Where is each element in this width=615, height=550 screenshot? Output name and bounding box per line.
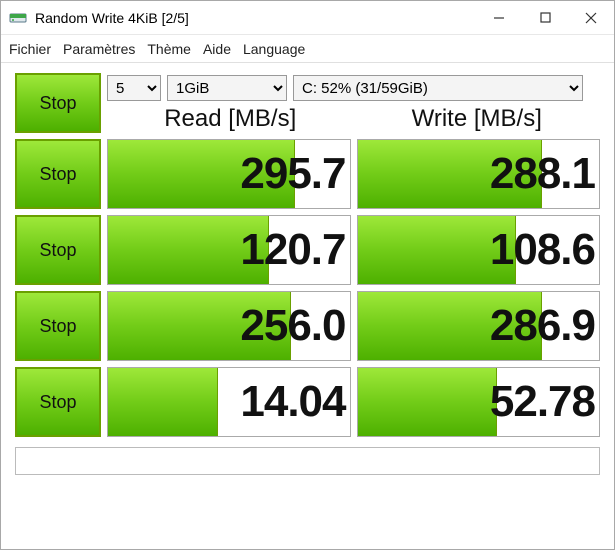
close-button[interactable] xyxy=(568,1,614,34)
read-value: 14.04 xyxy=(108,368,350,436)
stop-button-row4[interactable]: Stop xyxy=(15,367,101,437)
drive-icon xyxy=(9,9,27,27)
write-value: 52.78 xyxy=(358,368,600,436)
stop-button-row3[interactable]: Stop xyxy=(15,291,101,361)
stop-all-label: Stop xyxy=(39,93,76,114)
stop-label: Stop xyxy=(39,240,76,261)
maximize-button[interactable] xyxy=(522,1,568,34)
read-cell-row2: 120.7 xyxy=(107,215,351,285)
menubar: Fichier Paramètres Thème Aide Language xyxy=(1,35,614,63)
read-value: 295.7 xyxy=(108,140,350,208)
titlebar: Random Write 4KiB [2/5] xyxy=(1,1,614,35)
window-controls xyxy=(476,1,614,34)
write-value: 286.9 xyxy=(358,292,600,360)
bench-row: Stop 256.0 286.9 xyxy=(15,291,600,361)
write-value: 108.6 xyxy=(358,216,600,284)
stop-label: Stop xyxy=(39,316,76,337)
controls-row: Stop 5 1GiB C: 52% (31/59GiB) Read [MB/s… xyxy=(15,73,600,133)
menu-fichier[interactable]: Fichier xyxy=(9,41,51,57)
stop-button-row1[interactable]: Stop xyxy=(15,139,101,209)
menu-aide[interactable]: Aide xyxy=(203,41,231,57)
bench-row: Stop 120.7 108.6 xyxy=(15,215,600,285)
write-cell-row2: 108.6 xyxy=(357,215,601,285)
read-cell-row4: 14.04 xyxy=(107,367,351,437)
selects-cell: 5 1GiB C: 52% (31/59GiB) xyxy=(107,75,600,101)
column-headers: Read [MB/s] Write [MB/s] xyxy=(107,105,600,133)
content-area: Stop 5 1GiB C: 52% (31/59GiB) Read [MB/s… xyxy=(1,63,614,485)
write-cell-row1: 288.1 xyxy=(357,139,601,209)
stop-label: Stop xyxy=(39,392,76,413)
stop-button-row2[interactable]: Stop xyxy=(15,215,101,285)
write-cell-row3: 286.9 xyxy=(357,291,601,361)
read-value: 120.7 xyxy=(108,216,350,284)
menu-theme[interactable]: Thème xyxy=(147,41,191,57)
read-value: 256.0 xyxy=(108,292,350,360)
app-window: Random Write 4KiB [2/5] Fichier Paramètr… xyxy=(0,0,615,550)
minimize-button[interactable] xyxy=(476,1,522,34)
menu-parametres[interactable]: Paramètres xyxy=(63,41,135,57)
test-size-select[interactable]: 1GiB xyxy=(167,75,287,101)
read-cell-row1: 295.7 xyxy=(107,139,351,209)
write-cell-row4: 52.78 xyxy=(357,367,601,437)
bench-row: Stop 14.04 52.78 xyxy=(15,367,600,437)
window-title: Random Write 4KiB [2/5] xyxy=(35,10,476,26)
bench-row: Stop 295.7 288.1 xyxy=(15,139,600,209)
read-cell-row3: 256.0 xyxy=(107,291,351,361)
status-bar xyxy=(15,447,600,475)
read-header: Read [MB/s] xyxy=(107,105,354,133)
stop-label: Stop xyxy=(39,164,76,185)
write-header: Write [MB/s] xyxy=(354,105,601,133)
menu-language[interactable]: Language xyxy=(243,41,305,57)
drive-select[interactable]: C: 52% (31/59GiB) xyxy=(293,75,583,101)
write-value: 288.1 xyxy=(358,140,600,208)
stop-all-button[interactable]: Stop xyxy=(15,73,101,133)
run-count-select[interactable]: 5 xyxy=(107,75,161,101)
